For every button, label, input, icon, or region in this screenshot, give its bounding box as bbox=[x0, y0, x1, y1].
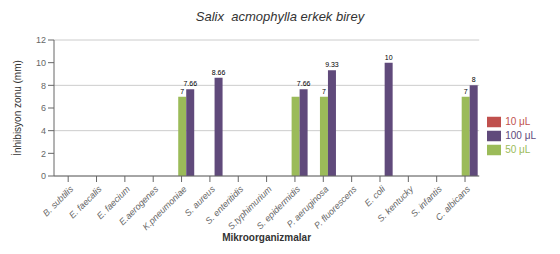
svg-text:7: 7 bbox=[322, 88, 326, 95]
svg-text:7: 7 bbox=[464, 88, 468, 95]
svg-text:S. enteritidis: S. enteritidis bbox=[203, 184, 246, 227]
svg-text:12: 12 bbox=[36, 35, 46, 45]
svg-text:8: 8 bbox=[472, 76, 476, 83]
svg-text:7: 7 bbox=[180, 88, 184, 95]
svg-text:İnhibisyon zonu (mm): İnhibisyon zonu (mm) bbox=[11, 60, 23, 156]
svg-text:9.33: 9.33 bbox=[325, 61, 339, 68]
svg-text:E. faecium: E. faecium bbox=[94, 184, 132, 222]
svg-text:Mikroorganizmalar: Mikroorganizmalar bbox=[222, 232, 311, 243]
html-text:10 μL: 10 μL bbox=[505, 115, 531, 127]
html-text:50 μL: 50 μL bbox=[505, 143, 531, 155]
svg-text:7.66: 7.66 bbox=[297, 80, 311, 87]
svg-text:10: 10 bbox=[36, 58, 46, 68]
svg-text:P. fluorescens: P. fluorescens bbox=[312, 184, 359, 231]
svg-text:E. faecalis: E. faecalis bbox=[67, 184, 104, 221]
svg-text:E.aerogenes: E.aerogenes bbox=[117, 184, 161, 228]
svg-text:S. aureus: S. aureus bbox=[182, 184, 217, 219]
svg-text:S. epidermidis: S. epidermidis bbox=[254, 184, 302, 232]
svg-text:2: 2 bbox=[41, 149, 46, 159]
html-text:Salix acmophylla erkek birey: Salix acmophylla erkek birey bbox=[195, 9, 365, 24]
svg-text:8: 8 bbox=[41, 81, 46, 91]
svg-text:K.pneumoniae: K.pneumoniae bbox=[141, 184, 189, 232]
svg-text:E. coli: E. coli bbox=[363, 183, 388, 208]
html-text:100 μL: 100 μL bbox=[505, 129, 536, 141]
svg-text:8.66: 8.66 bbox=[212, 69, 226, 76]
svg-text:4: 4 bbox=[41, 126, 46, 136]
svg-text:C. albicans: C. albicans bbox=[434, 184, 473, 223]
svg-text:6: 6 bbox=[41, 103, 46, 113]
svg-text:P. aeruginosa: P. aeruginosa bbox=[284, 184, 331, 230]
svg-text:7.66: 7.66 bbox=[183, 80, 197, 87]
svg-text:S. infantis: S. infantis bbox=[408, 184, 444, 219]
svg-text:0: 0 bbox=[41, 171, 46, 181]
svg-text:S.typhimurium: S.typhimurium bbox=[225, 184, 274, 232]
svg-text:S. kentucky: S. kentucky bbox=[375, 184, 415, 224]
svg-text:B. subtilis: B. subtilis bbox=[40, 184, 76, 219]
svg-text:10: 10 bbox=[385, 54, 393, 61]
